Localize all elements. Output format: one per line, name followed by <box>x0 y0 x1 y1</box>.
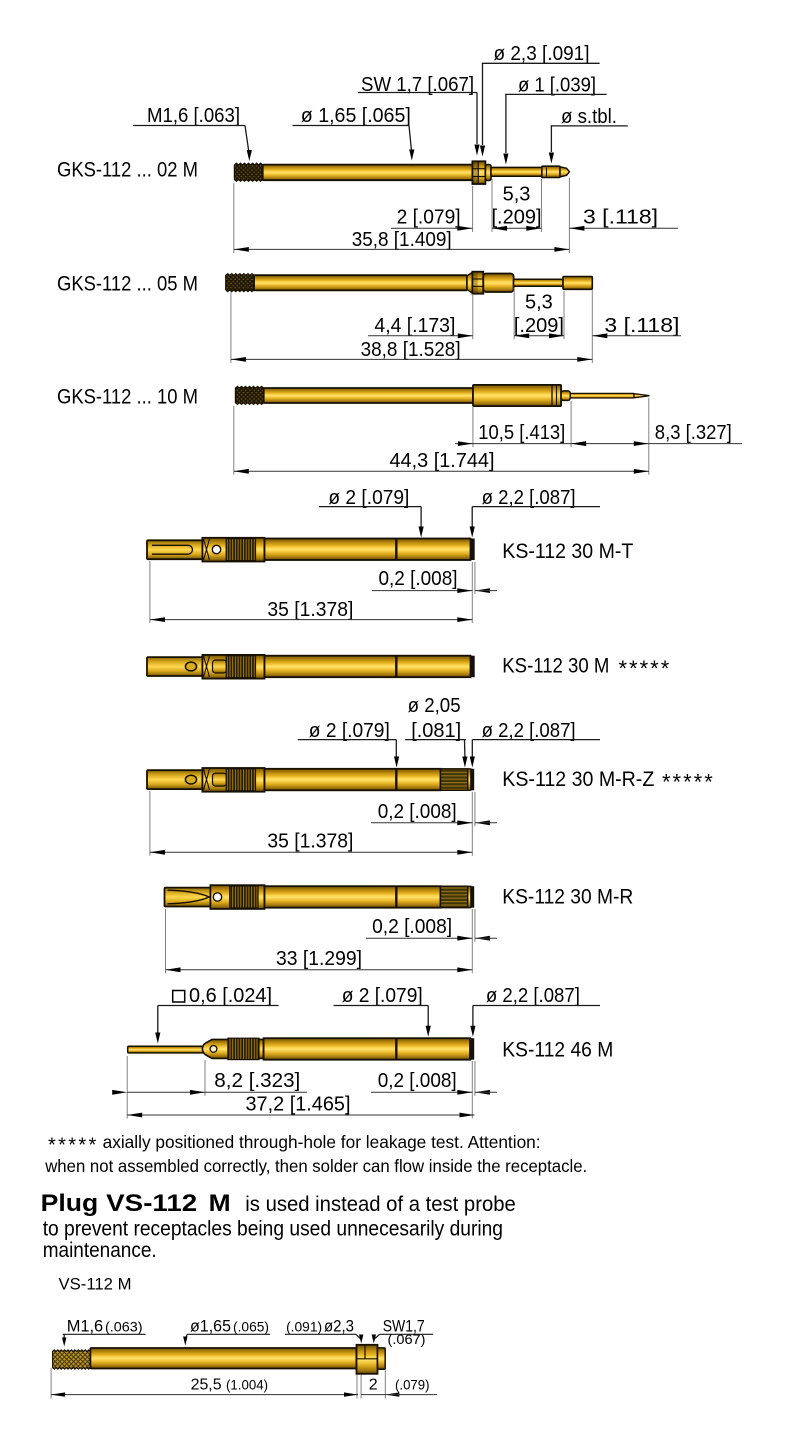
svg-text:*****: ***** <box>662 770 715 795</box>
svg-text:is used instead of a test prob: is used instead of a test probe <box>245 1193 516 1216</box>
svg-text:KS-112 46 M: KS-112 46 M <box>502 1038 613 1062</box>
svg-text:44,3 [1.744]: 44,3 [1.744] <box>390 450 495 472</box>
svg-text:ø s.tbl.: ø s.tbl. <box>561 106 617 128</box>
svg-text:0,2 [.008]: 0,2 [.008] <box>378 1070 457 1092</box>
svg-text:(.067): (.067) <box>388 1331 426 1347</box>
svg-text:ø 2 [.079]: ø 2 [.079] <box>309 720 390 742</box>
svg-text:ø 1,65 [.065]: ø 1,65 [.065] <box>301 105 411 127</box>
svg-text:VS-112: VS-112 <box>106 1190 197 1217</box>
svg-text:2: 2 <box>369 1377 378 1394</box>
svg-text:KS-112 30 M-R: KS-112 30 M-R <box>502 885 633 909</box>
svg-text:37,2 [1.465]: 37,2 [1.465] <box>246 1093 351 1115</box>
svg-text:4,4 [.173]: 4,4 [.173] <box>374 315 455 337</box>
svg-text:VS-112 M: VS-112 M <box>59 1276 132 1294</box>
svg-text:ø 2,2 [.087]: ø 2,2 [.087] <box>482 487 576 509</box>
svg-text:2 [.079]: 2 [.079] <box>397 207 461 229</box>
svg-text:ø 2,05: ø 2,05 <box>408 695 461 717</box>
svg-text:ø 1 [.039]: ø 1 [.039] <box>518 74 596 96</box>
svg-text:M1,6 [.063]: M1,6 [.063] <box>147 105 240 127</box>
svg-text:ø 2 [.079]: ø 2 [.079] <box>342 985 423 1007</box>
svg-text:0,6 [.024]: 0,6 [.024] <box>189 985 272 1007</box>
svg-text:when not assembled correctly,: when not assembled correctly, then solde… <box>44 1156 587 1176</box>
svg-text:ø 2,3 [.091]: ø 2,3 [.091] <box>494 43 590 65</box>
svg-text:to prevent receptacles being u: to prevent receptacles being used unnece… <box>43 1217 503 1240</box>
svg-text:(.091): (.091) <box>286 1318 322 1334</box>
svg-text:3 [.118]: 3 [.118] <box>583 207 658 229</box>
svg-text:38,8 [1.528]: 38,8 [1.528] <box>361 339 461 361</box>
svg-text:5,3: 5,3 <box>525 292 553 314</box>
svg-text:(.063): (.063) <box>105 1318 143 1334</box>
svg-text:ø 2 [.079]: ø 2 [.079] <box>328 487 409 509</box>
svg-text:M: M <box>209 1190 231 1217</box>
svg-text:Plug: Plug <box>41 1190 99 1217</box>
svg-text:0,2 [.008]: 0,2 [.008] <box>372 916 452 938</box>
svg-text:25,5: 25,5 <box>191 1377 222 1394</box>
svg-text:(.065): (.065) <box>233 1318 269 1334</box>
svg-text:maintenance.: maintenance. <box>43 1239 157 1262</box>
svg-text:35 [1.378]: 35 [1.378] <box>267 599 353 621</box>
svg-text:M1,6: M1,6 <box>67 1317 104 1335</box>
svg-text:10,5 [.413]: 10,5 [.413] <box>478 422 565 444</box>
svg-text:SW1,7: SW1,7 <box>383 1317 425 1335</box>
svg-text:[.209]: [.209] <box>514 315 564 337</box>
svg-text:ø1,65: ø1,65 <box>190 1317 231 1335</box>
svg-text:0,2 [.008]: 0,2 [.008] <box>379 568 458 590</box>
svg-text:KS-112 30 M-T: KS-112 30 M-T <box>502 539 633 563</box>
svg-text:KS-112 30 M: KS-112 30 M <box>502 654 609 678</box>
svg-text:KS-112 30 M-R-Z: KS-112 30 M-R-Z <box>502 767 654 791</box>
svg-text:SW 1,7 [.067]: SW 1,7 [.067] <box>361 74 474 96</box>
svg-text:*****: ***** <box>48 1135 99 1157</box>
svg-text:(.079): (.079) <box>395 1377 430 1393</box>
svg-text:[.081]: [.081] <box>411 720 461 742</box>
svg-text:35,8 [1.409]: 35,8 [1.409] <box>352 229 452 251</box>
svg-text:(1.004): (1.004) <box>226 1377 268 1393</box>
svg-text:35 [1.378]: 35 [1.378] <box>267 830 353 852</box>
svg-text:[.209]: [.209] <box>491 207 541 229</box>
svg-text:3 [.118]: 3 [.118] <box>604 315 679 337</box>
svg-text:ø2,3: ø2,3 <box>324 1317 354 1335</box>
svg-text:axially positioned through-hol: axially positioned through-hole for leak… <box>103 1132 541 1152</box>
svg-text:0,2 [.008]: 0,2 [.008] <box>378 801 457 823</box>
svg-text:GKS-112 ... 10 M: GKS-112 ... 10 M <box>57 385 198 409</box>
svg-text:ø 2,2 [.087]: ø 2,2 [.087] <box>486 985 580 1007</box>
svg-text:8,3 [.327]: 8,3 [.327] <box>655 422 732 444</box>
svg-text:GKS-112 ... 05 M: GKS-112 ... 05 M <box>57 272 198 296</box>
svg-text:33 [1.299]: 33 [1.299] <box>276 948 362 970</box>
svg-text:*****: ***** <box>619 656 672 681</box>
svg-text:8,2 [.323]: 8,2 [.323] <box>214 1070 300 1092</box>
svg-text:ø 2,2 [.087]: ø 2,2 [.087] <box>482 720 576 742</box>
svg-text:GKS-112 ... 02 M: GKS-112 ... 02 M <box>57 158 198 182</box>
svg-text:5,3: 5,3 <box>503 184 531 206</box>
